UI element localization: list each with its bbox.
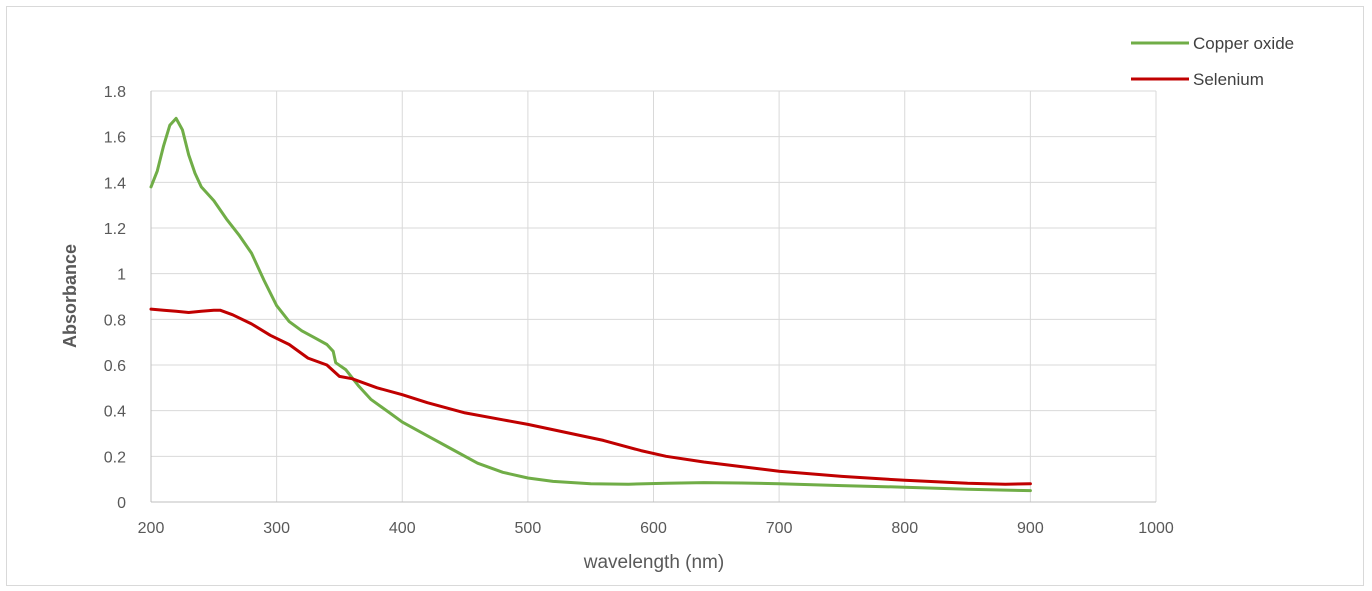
- series-line-selenium: [149, 307, 1032, 486]
- y-tick-label: 0.2: [104, 449, 126, 466]
- y-tick-label: 1.2: [104, 221, 126, 238]
- y-tick-label: 0.8: [104, 312, 126, 329]
- x-axis-title: wavelength (nm): [583, 552, 724, 573]
- axes: [150, 91, 1156, 503]
- legend-label-selenium: Selenium: [1193, 70, 1264, 89]
- x-tick-label: 200: [138, 520, 165, 537]
- x-tick-label: 400: [389, 520, 416, 537]
- x-tick-label: 1000: [1138, 520, 1174, 537]
- y-axis-title: Absorbance: [60, 244, 80, 348]
- x-tick-label: 800: [891, 520, 918, 537]
- y-tick-label: 0: [117, 495, 126, 512]
- x-tick-label: 900: [1017, 520, 1044, 537]
- x-tick-label: 700: [766, 520, 793, 537]
- x-tick-label: 500: [515, 520, 542, 537]
- x-tick-label: 600: [640, 520, 667, 537]
- y-tick-label: 0.4: [104, 404, 126, 421]
- y-tick-label: 1: [117, 267, 126, 284]
- tick-labels: 0 0.2 0.4 0.6 0.8 1 1.2 1.4 1.6 1.8 200 300 400 500 60…: [104, 84, 1174, 537]
- series-lines: [149, 116, 1032, 493]
- x-tick-label: 300: [263, 520, 290, 537]
- gridlines: [151, 90, 1157, 502]
- y-tick-label: 1.6: [104, 130, 126, 147]
- legend: Copper oxide Selenium: [1131, 34, 1294, 89]
- y-tick-label: 1.8: [104, 84, 126, 101]
- y-tick-label: 0.6: [104, 358, 126, 375]
- legend-label-copper-oxide: Copper oxide: [1193, 34, 1294, 53]
- series-line-copper-oxide: [149, 116, 1032, 493]
- chart-area: [6, 6, 1364, 586]
- y-tick-label: 1.4: [104, 175, 126, 192]
